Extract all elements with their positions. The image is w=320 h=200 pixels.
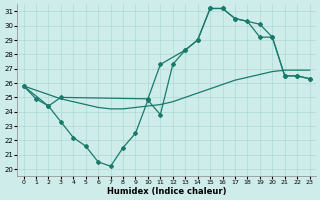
X-axis label: Humidex (Indice chaleur): Humidex (Indice chaleur) bbox=[107, 187, 226, 196]
